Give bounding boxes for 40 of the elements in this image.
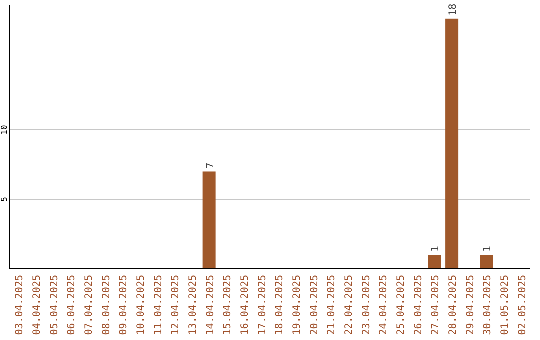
x-tick-label: 13.04.2025: [188, 275, 199, 336]
x-tick-label: 16.04.2025: [240, 275, 251, 336]
x-tick-label: 20.04.2025: [309, 275, 320, 336]
x-tick-label: 06.04.2025: [66, 275, 78, 336]
x-tick-label: 10.04.2025: [136, 275, 147, 336]
x-tick-label: 27.04.2025: [430, 275, 442, 336]
x-tick-label: 25.04.2025: [396, 275, 408, 336]
x-tick-label: 14.04.2025: [205, 275, 216, 336]
x-tick-label: 22.04.2025: [344, 275, 356, 336]
y-tick-label: 10: [0, 125, 9, 135]
x-tick-label: 19.04.2025: [292, 275, 304, 336]
x-tick-label: 01.05.2025: [500, 275, 512, 336]
x-tick-label: 21.04.2025: [326, 275, 338, 336]
x-tick-label: 28.04.2025: [448, 275, 460, 336]
x-tick-label: 12.04.2025: [170, 275, 182, 336]
data-label: 1: [430, 246, 442, 252]
data-label: 18: [448, 4, 460, 16]
x-tick-label: 18.04.2025: [274, 275, 286, 336]
x-tick-label: 07.04.2025: [84, 275, 95, 336]
y-tick-label: 5: [0, 196, 9, 202]
x-tick-label: 29.04.2025: [465, 275, 476, 336]
x-tick-label: 23.04.2025: [361, 275, 372, 336]
bar: [428, 255, 442, 269]
x-tick-label: 15.04.2025: [222, 275, 234, 336]
bar: [446, 18, 459, 269]
x-tick-label: 04.04.2025: [32, 275, 43, 336]
x-tick-label: 17.04.2025: [257, 275, 268, 336]
data-label: 1: [482, 246, 494, 252]
bar: [480, 255, 494, 269]
x-tick-label: 02.05.2025: [517, 275, 528, 336]
x-tick-label: 08.04.2025: [101, 275, 112, 336]
x-tick-label: 05.04.2025: [49, 275, 60, 336]
x-tick-label: 24.04.2025: [378, 275, 390, 336]
x-tick-label: 26.04.2025: [413, 275, 424, 336]
x-tick-label: 03.04.2025: [14, 275, 26, 336]
data-label: 7: [205, 162, 216, 169]
x-tick-label: 30.04.2025: [482, 275, 494, 336]
x-tick-label: 09.04.2025: [118, 275, 130, 336]
bar: [202, 172, 216, 269]
x-tick-label: 11.04.2025: [153, 275, 164, 336]
